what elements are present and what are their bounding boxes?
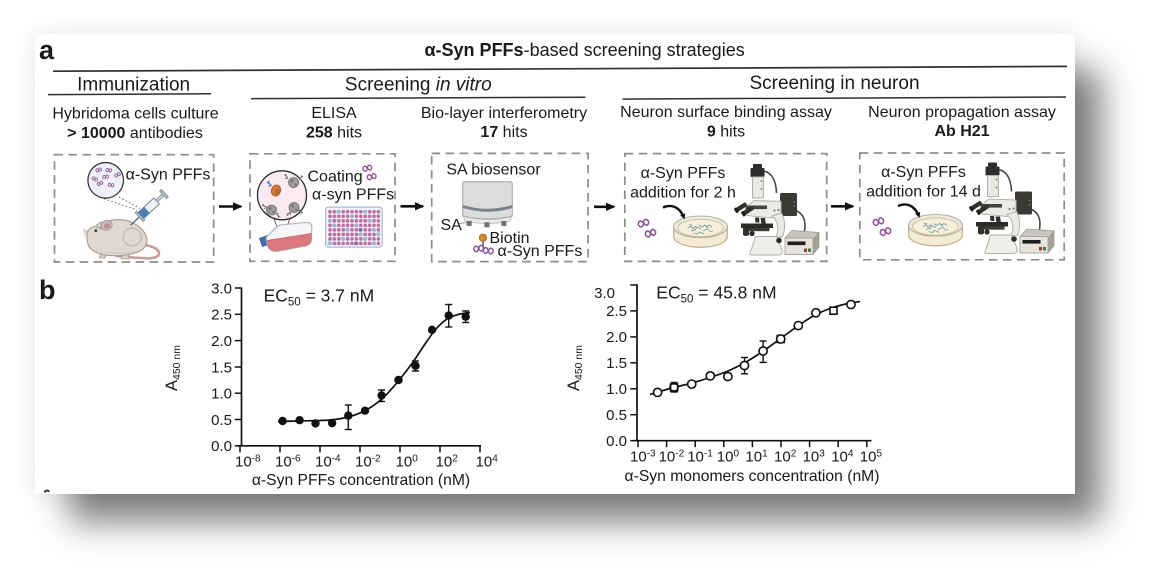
svg-text:b: b <box>39 275 56 305</box>
svg-text:10-8: 10-8 <box>235 454 261 471</box>
svg-text:EC50 = 3.7 nM: EC50 = 3.7 nM <box>264 286 375 309</box>
svg-text:α-Syn PFFs concentration (nM): α-Syn PFFs concentration (nM) <box>252 472 470 489</box>
svg-text:10-2: 10-2 <box>355 454 381 471</box>
svg-text:α-Syn PFFs: α-Syn PFFs <box>641 165 726 182</box>
svg-text:10-2: 10-2 <box>659 449 685 466</box>
svg-text:Screening in neuron: Screening in neuron <box>749 73 919 94</box>
svg-text:Ab H21: Ab H21 <box>934 123 989 140</box>
svg-text:0.5: 0.5 <box>211 412 232 429</box>
svg-text:101: 101 <box>745 449 768 466</box>
svg-text:105: 105 <box>860 449 883 466</box>
svg-text:α-Syn PFFs: α-Syn PFFs <box>498 243 583 260</box>
svg-text:1.0: 1.0 <box>211 386 232 403</box>
svg-text:10-1: 10-1 <box>687 449 713 466</box>
svg-text:102: 102 <box>436 454 459 471</box>
svg-text:100: 100 <box>396 454 419 471</box>
svg-text:ELISA: ELISA <box>311 105 357 122</box>
svg-text:Hybridoma cells culture: Hybridoma cells culture <box>52 106 218 123</box>
svg-text:Immunization: Immunization <box>77 74 190 95</box>
svg-text:> 10000 antibodies: > 10000 antibodies <box>67 125 203 142</box>
svg-text:A450 nm: A450 nm <box>163 345 183 391</box>
svg-text:104: 104 <box>476 454 499 471</box>
svg-text:α-Syn PFFs: α-Syn PFFs <box>881 164 966 181</box>
svg-text:α-Syn PFFs-based screening str: α-Syn PFFs-based screening strategies <box>424 40 744 60</box>
svg-text:102: 102 <box>774 449 797 466</box>
svg-text:addition for 2 h: addition for 2 h <box>630 184 736 201</box>
svg-text:2.0: 2.0 <box>211 333 232 350</box>
svg-text:2.0: 2.0 <box>606 329 627 346</box>
svg-text:9 hits: 9 hits <box>707 123 745 140</box>
svg-text:Coating: Coating <box>308 169 363 186</box>
svg-text:100: 100 <box>717 449 740 466</box>
svg-text:α-Syn PFFs: α-Syn PFFs <box>126 167 211 184</box>
svg-text:A450 nm: A450 nm <box>565 345 585 391</box>
svg-text:1.5: 1.5 <box>606 355 627 372</box>
svg-text:SA biosensor: SA biosensor <box>446 162 541 179</box>
svg-text:17 hits: 17 hits <box>480 124 527 141</box>
svg-text:Neuron surface binding assay: Neuron surface binding assay <box>620 104 832 121</box>
svg-text:1.0: 1.0 <box>606 381 627 398</box>
svg-text:10-3: 10-3 <box>630 449 656 466</box>
svg-text:104: 104 <box>831 449 854 466</box>
svg-text:0.5: 0.5 <box>606 407 627 424</box>
svg-text:Screening in vitro: Screening in vitro <box>345 74 492 95</box>
svg-text:Bio-layer interferometry: Bio-layer interferometry <box>421 105 587 122</box>
svg-text:1.5: 1.5 <box>211 359 232 376</box>
svg-text:a: a <box>39 35 55 65</box>
svg-text:2.5: 2.5 <box>211 307 232 324</box>
svg-text:α-syn PFFs: α-syn PFFs <box>312 187 394 204</box>
svg-text:258 hits: 258 hits <box>306 124 362 141</box>
svg-text:Biotin: Biotin <box>490 230 530 247</box>
svg-text:2.5: 2.5 <box>606 303 627 320</box>
svg-text:0.0: 0.0 <box>211 438 232 455</box>
svg-text:10-6: 10-6 <box>275 454 301 471</box>
svg-text:SA: SA <box>441 217 463 234</box>
svg-text:α-Syn monomers concentration (: α-Syn monomers concentration (nM) <box>625 468 880 485</box>
svg-text:103: 103 <box>803 449 826 466</box>
svg-text:0.0: 0.0 <box>606 433 627 450</box>
svg-text:EC50 = 45.8 nM: EC50 = 45.8 nM <box>656 282 776 305</box>
svg-text:3.0: 3.0 <box>594 285 615 302</box>
svg-text:addition for 14 d: addition for 14 d <box>866 183 981 200</box>
svg-text:10-4: 10-4 <box>315 454 341 471</box>
svg-text:Neuron propagation assay: Neuron propagation assay <box>868 104 1056 121</box>
svg-text:3.0: 3.0 <box>211 280 232 297</box>
